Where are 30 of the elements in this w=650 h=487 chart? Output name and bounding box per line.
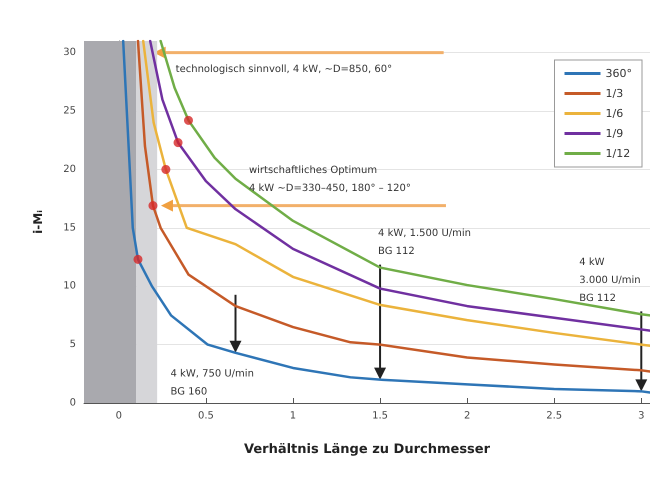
x-tick-label: 0 [116, 410, 122, 422]
legend-label: 360° [606, 67, 632, 80]
y-tick-label: 5 [70, 339, 76, 350]
point [161, 164, 170, 174]
point [174, 138, 183, 148]
annotation: 4 kW, 750 U/min BG 160 [170, 368, 254, 398]
annotation: 4 kW, 1.500 U/min BG 112 [378, 228, 471, 258]
legend-label: 1/6 [606, 107, 624, 120]
x-tick-label: 1 [290, 410, 296, 422]
y-tick-label: 15 [63, 222, 76, 234]
point [133, 254, 142, 264]
x-axis-title: Verhältnis Länge zu Durchmesser [244, 442, 491, 457]
annotation: technologisch sinnvoll, 4 kW, ~D=850, 60° [176, 64, 392, 76]
legend-label: 1/9 [606, 127, 624, 140]
y-tick-label: 25 [63, 106, 76, 117]
x-tick-label: 3 [638, 410, 644, 422]
y-tick-label: 30 [63, 47, 76, 58]
legend-label: 1/3 [606, 87, 624, 100]
x-tick-label: 2 [464, 410, 470, 422]
point [184, 116, 193, 125]
y-axis-title: i-Mᵢ [31, 210, 45, 234]
x-tick-label: 2.5 [546, 410, 562, 422]
point [148, 201, 158, 210]
x-tick-label: 0.5 [198, 410, 214, 422]
y-tick-label: 20 [63, 164, 76, 175]
y-tick-label: 0 [70, 398, 76, 408]
y-tick-label: 10 [63, 280, 76, 292]
legend-label: 1/12 [606, 147, 630, 160]
x-tick-label: 1.5 [372, 410, 388, 422]
annotation: 4 kW 3.000 U/min BG 112 [579, 256, 641, 304]
